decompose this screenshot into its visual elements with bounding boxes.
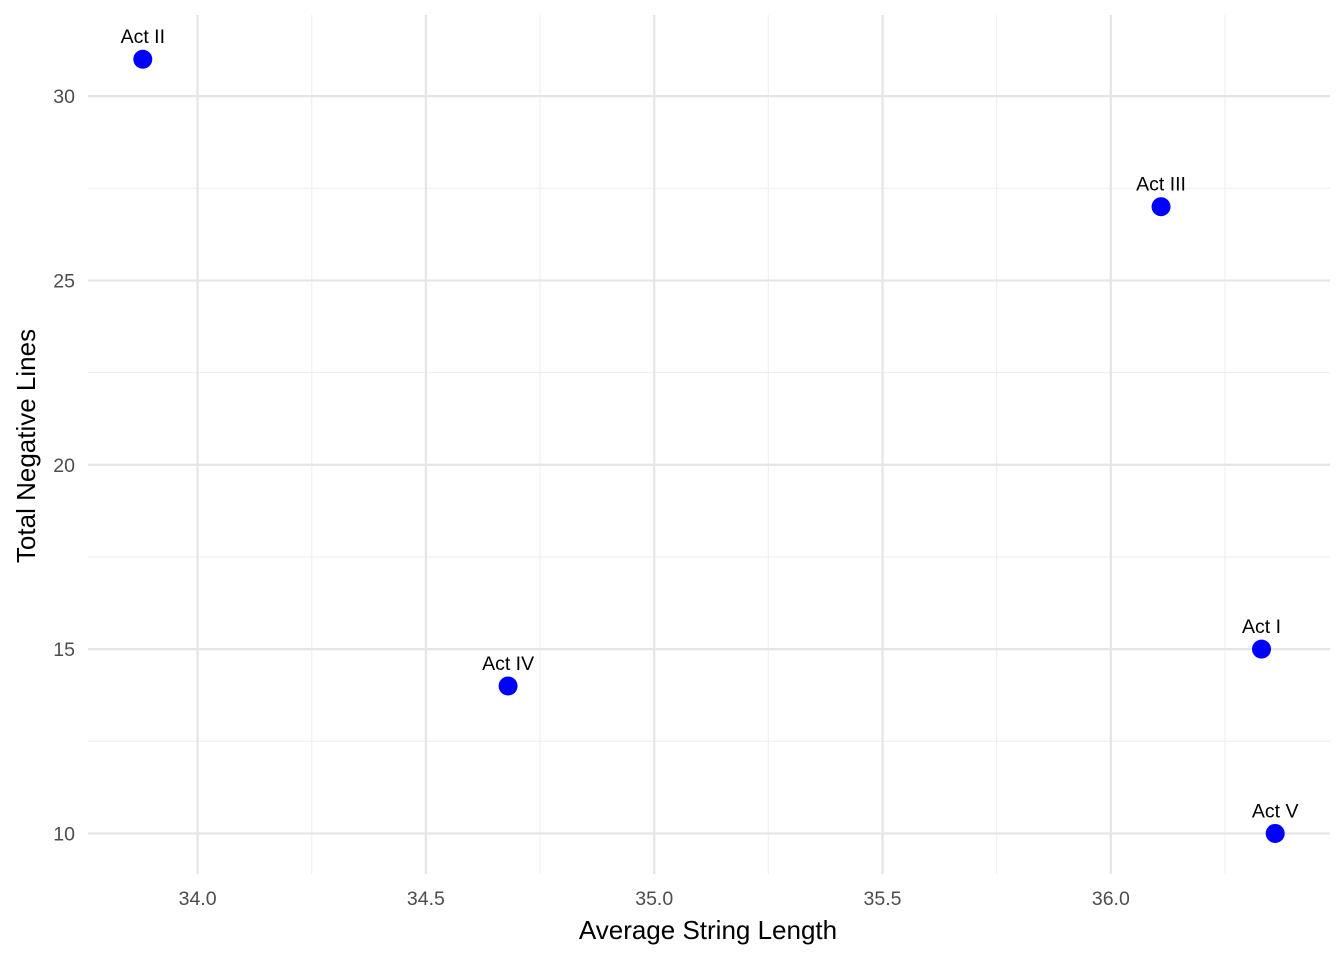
y-tick-label: 30 <box>53 86 75 108</box>
x-tick-label: 36.0 <box>1092 888 1130 910</box>
data-point-label: Act II <box>121 26 165 48</box>
y-tick-label: 25 <box>53 270 75 292</box>
minor-gridlines-y <box>88 187 1330 742</box>
x-tick-label: 34.5 <box>407 888 445 910</box>
data-point-labels: Act II Act III Act I Act IV Act V <box>121 26 1299 822</box>
data-point-label: Act I <box>1242 616 1281 638</box>
y-tick-label: 15 <box>53 639 75 661</box>
x-tick-label: 34.0 <box>179 888 217 910</box>
data-point <box>133 49 153 69</box>
x-axis-tick-labels: 34.0 34.5 35.0 35.5 36.0 <box>179 888 1130 910</box>
y-axis-tick-labels: 10 15 20 25 30 <box>53 86 75 845</box>
minor-gridlines-x <box>311 15 1226 874</box>
data-points <box>133 49 1285 843</box>
data-point-label: Act V <box>1252 800 1299 822</box>
data-point <box>498 676 518 696</box>
major-gridlines-y <box>88 95 1330 835</box>
y-tick-label: 10 <box>53 823 75 845</box>
data-point <box>1265 823 1285 843</box>
x-tick-label: 35.5 <box>864 888 902 910</box>
data-point <box>1151 197 1171 217</box>
x-tick-label: 35.0 <box>635 888 673 910</box>
x-axis-title: Average String Length <box>579 915 837 945</box>
data-point <box>1252 639 1272 659</box>
y-axis-title: Total Negative Lines <box>11 329 41 563</box>
y-tick-label: 20 <box>53 455 75 477</box>
data-point-label: Act IV <box>482 653 534 675</box>
data-point-label: Act III <box>1136 174 1186 196</box>
major-gridlines-x <box>196 15 1112 874</box>
